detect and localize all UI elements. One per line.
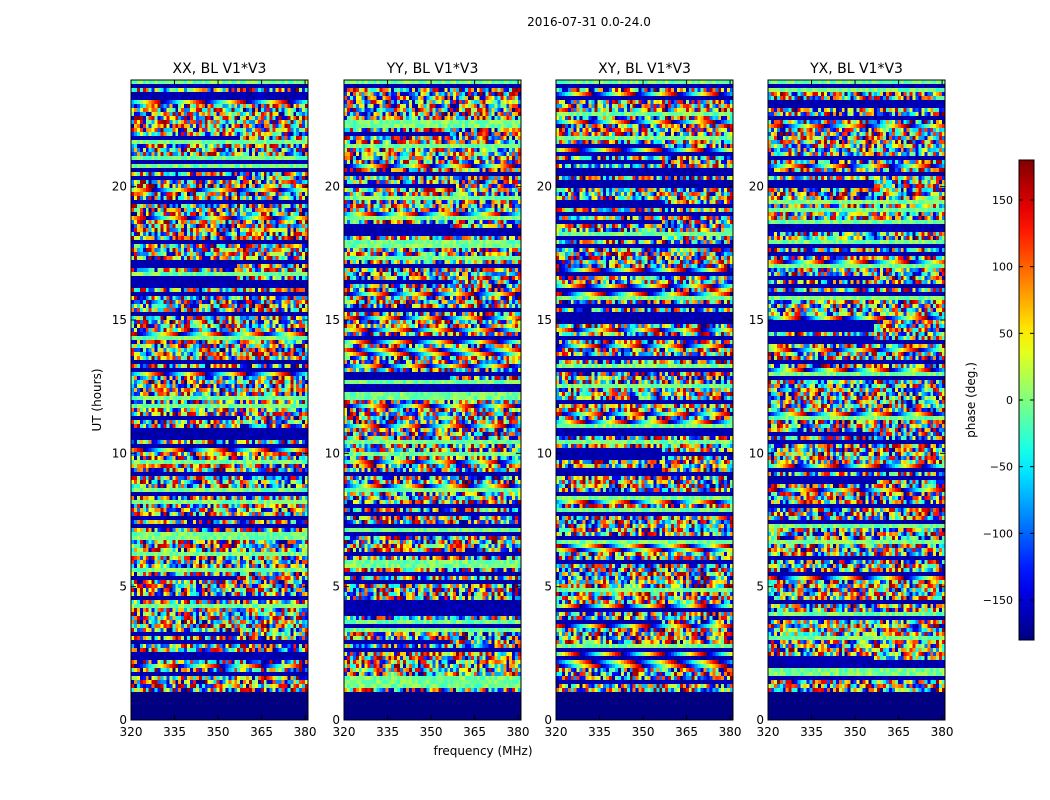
y-tick-label: 20 — [325, 180, 340, 194]
colorbar-gradient — [1019, 160, 1034, 640]
panel: YY, BL V1*V3 320 335 350 365 380 0 5 10 15 20 — [325, 61, 530, 739]
colorbar-tick-label: 150 — [992, 194, 1013, 207]
y-tick-label: 20 — [749, 180, 764, 194]
heatmap-image — [768, 80, 945, 720]
y-tick-label: 0 — [544, 713, 552, 727]
x-tick-label: 350 — [844, 725, 867, 739]
heatmap-image — [344, 80, 521, 720]
colorbar: 150 100 50 0 −50 −100 −150 phase (deg.) — [964, 159, 1035, 641]
x-tick-label: 335 — [800, 725, 823, 739]
panel-title: YY, BL V1*V3 — [386, 61, 479, 77]
y-tick-label: 5 — [119, 580, 127, 594]
y-tick-label: 10 — [112, 446, 127, 460]
y-tick-label: 0 — [332, 713, 340, 727]
heatmap-image — [556, 80, 733, 720]
panel-title: YX, BL V1*V3 — [809, 61, 903, 77]
panel: XY, BL V1*V3 320 335 350 365 380 0 5 10 15 20 — [537, 61, 742, 739]
x-tick-label: 380 — [507, 725, 530, 739]
colorbar-tick-label: 0 — [1006, 394, 1013, 407]
x-tick-label: 320 — [545, 725, 568, 739]
colorbar-tick-label: −100 — [983, 527, 1013, 540]
x-tick-label: 365 — [463, 725, 486, 739]
colorbar-tick-label: 50 — [999, 327, 1013, 340]
x-tick-label: 350 — [207, 725, 230, 739]
y-axis-label: UT (hours) — [90, 368, 104, 431]
y-tick-label: 15 — [537, 313, 552, 327]
x-tick-label: 335 — [376, 725, 399, 739]
colorbar-tick-label: 100 — [992, 261, 1013, 274]
x-axis-label: frequency (MHz) — [433, 744, 532, 758]
panel: YX, BL V1*V3 320 335 350 365 380 0 5 10 15 20 — [749, 61, 954, 739]
x-tick-label: 380 — [931, 725, 954, 739]
x-tick-label: 365 — [675, 725, 698, 739]
heatmap-image — [131, 80, 308, 720]
x-tick-label: 365 — [250, 725, 273, 739]
x-tick-label: 320 — [120, 725, 143, 739]
x-tick-label: 335 — [163, 725, 186, 739]
panel-frame — [767, 79, 946, 721]
panel-title: XY, BL V1*V3 — [598, 61, 691, 77]
y-tick-label: 5 — [756, 580, 764, 594]
panel-frame — [555, 79, 734, 721]
x-tick-label: 350 — [420, 725, 443, 739]
y-tick-label: 5 — [332, 580, 340, 594]
x-tick-label: 350 — [632, 725, 655, 739]
x-tick-label: 380 — [294, 725, 317, 739]
panel-title: XX, BL V1*V3 — [173, 61, 267, 77]
x-tick-label: 365 — [887, 725, 910, 739]
colorbar-tick-label: −50 — [990, 461, 1013, 474]
y-tick-label: 10 — [325, 446, 340, 460]
figure-title: 2016-07-31 0.0-24.0 — [527, 15, 651, 29]
y-tick-label: 0 — [756, 713, 764, 727]
x-tick-label: 335 — [588, 725, 611, 739]
y-tick-label: 20 — [112, 180, 127, 194]
colorbar-tick-label: −150 — [983, 594, 1013, 607]
panel-frame — [130, 79, 309, 721]
y-tick-label: 10 — [537, 446, 552, 460]
y-tick-label: 5 — [544, 580, 552, 594]
colorbar-label: phase (deg.) — [964, 362, 978, 438]
y-tick-label: 10 — [749, 446, 764, 460]
panel: XX, BL V1*V3 320 335 350 365 380 0 5 10 15 20 — [112, 61, 317, 739]
y-tick-label: 20 — [537, 180, 552, 194]
y-tick-label: 0 — [119, 713, 127, 727]
panel-frame — [343, 79, 522, 721]
y-tick-label: 15 — [749, 313, 764, 327]
y-tick-label: 15 — [112, 313, 127, 327]
y-tick-label: 15 — [325, 313, 340, 327]
x-tick-label: 320 — [757, 725, 780, 739]
x-tick-label: 380 — [719, 725, 742, 739]
x-tick-label: 320 — [333, 725, 356, 739]
